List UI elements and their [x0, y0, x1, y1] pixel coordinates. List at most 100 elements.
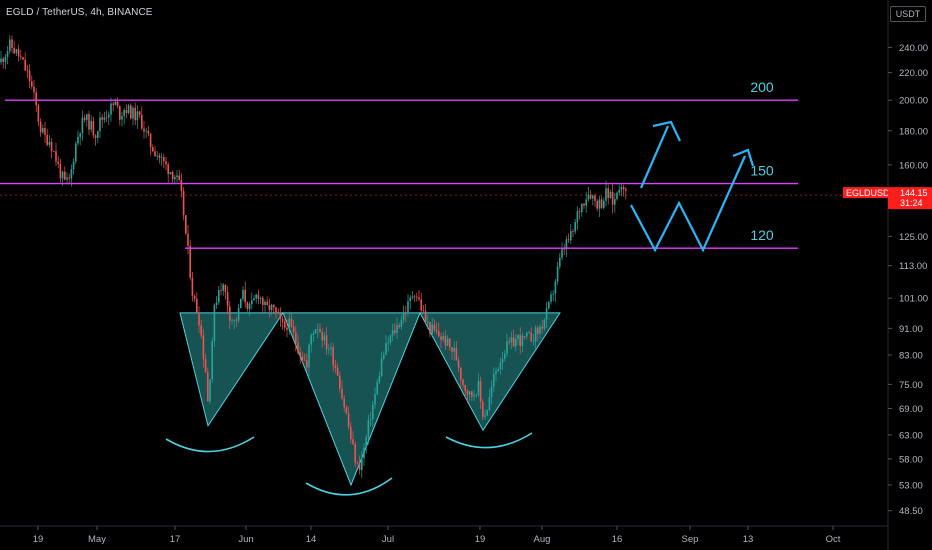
- candle-body: [75, 143, 77, 162]
- candle-body: [449, 338, 451, 348]
- candle-body: [292, 326, 295, 333]
- candle-body: [477, 381, 480, 395]
- candle-body: [264, 301, 266, 305]
- candle-body: [339, 375, 341, 389]
- candle-body: [323, 335, 326, 341]
- candle-body: [592, 195, 594, 199]
- candle-body: [64, 171, 66, 180]
- symbol-title[interactable]: EGLD / TetherUS, 4h, BINANCE: [6, 7, 153, 18]
- candle-body: [484, 415, 486, 417]
- candle-body: [457, 360, 460, 368]
- candle-body: [101, 117, 103, 120]
- candle-body: [204, 359, 207, 373]
- candle-body: [526, 332, 528, 337]
- candle-body: [442, 335, 444, 340]
- candle-body: [193, 295, 196, 299]
- candle-body: [59, 163, 62, 179]
- candle-body: [187, 233, 189, 246]
- y-tick-label: 200.00: [899, 96, 928, 107]
- candle-body: [501, 358, 504, 363]
- candle-body: [512, 337, 515, 347]
- candle-body: [506, 341, 508, 354]
- candle-body: [330, 347, 332, 349]
- candle-body: [622, 187, 625, 190]
- candle-body: [378, 376, 381, 383]
- candle-body: [493, 373, 495, 387]
- candle-body: [537, 327, 539, 334]
- candle-body: [517, 335, 519, 339]
- x-tick-label: May: [88, 534, 106, 545]
- candle-body: [288, 318, 290, 330]
- candle-body: [218, 290, 220, 303]
- projection-arrowhead-up: [652, 120, 681, 142]
- candle-body: [255, 294, 257, 299]
- x-tick-label: Jul: [382, 534, 394, 545]
- candle-body: [385, 343, 387, 355]
- candle-body: [427, 321, 429, 323]
- candle-body: [286, 327, 288, 330]
- candle-body: [77, 136, 79, 144]
- x-tick-label: 19: [33, 534, 44, 545]
- candle-body: [68, 177, 70, 179]
- x-tick-label: Jun: [238, 534, 253, 545]
- candle-body: [473, 395, 475, 397]
- candle-body: [321, 332, 323, 341]
- candle-body: [303, 359, 306, 361]
- candle-body: [598, 199, 601, 209]
- candle-body: [53, 151, 55, 152]
- candle-body: [125, 109, 128, 114]
- candle-body: [123, 109, 125, 117]
- candle-body: [191, 277, 194, 296]
- candle-body: [548, 301, 550, 309]
- candle-body: [295, 332, 297, 343]
- candle-body: [545, 308, 548, 320]
- candle-body: [475, 394, 477, 396]
- candle-body: [589, 194, 592, 199]
- candle-body: [405, 312, 407, 314]
- candle-body: [345, 407, 348, 414]
- projection-zigzag: [630, 155, 747, 253]
- x-tick-label: 16: [612, 534, 623, 545]
- candle-body: [110, 103, 112, 115]
- y-tick-label: 75.00: [899, 380, 923, 391]
- candle-body: [147, 130, 150, 134]
- candle-body: [515, 338, 517, 347]
- x-tick-label: Oct: [826, 534, 841, 545]
- price-tag-symbol: EGLDUSDT: [846, 188, 896, 198]
- candle-body: [114, 101, 117, 105]
- candle-body: [471, 391, 473, 397]
- candle-body: [530, 332, 532, 342]
- y-tick-label: 63.00: [899, 430, 923, 441]
- candle-body: [618, 189, 620, 193]
- currency-box[interactable]: USDT: [890, 6, 926, 22]
- candle-body: [72, 161, 75, 170]
- candle-body: [275, 307, 277, 313]
- projection-arrowhead-zigzag: [732, 148, 755, 167]
- candle-body: [99, 117, 101, 132]
- candle-body: [284, 321, 286, 328]
- candle-body: [189, 245, 191, 278]
- candle-body: [266, 301, 268, 306]
- y-tick-label: 125.00: [899, 232, 928, 243]
- x-tick-label: 14: [306, 534, 317, 545]
- candle-body: [464, 384, 466, 391]
- candle-body: [229, 306, 231, 321]
- candle-body: [605, 188, 607, 201]
- left-shoulder-triangle: [179, 312, 284, 428]
- candle-body: [290, 318, 293, 327]
- level-label-150: 150: [750, 163, 774, 179]
- candle-body: [156, 155, 158, 157]
- candle-body: [460, 367, 462, 380]
- candle-body: [550, 294, 552, 302]
- candle-body: [31, 81, 33, 87]
- candle-body: [103, 117, 106, 120]
- candle-body: [416, 296, 418, 298]
- y-tick-label: 53.00: [899, 480, 923, 491]
- left-shoulder-arc: [165, 436, 255, 453]
- candle-body: [438, 331, 440, 337]
- candle-body: [132, 107, 134, 119]
- candle-body: [380, 358, 383, 377]
- candle-body: [409, 297, 411, 302]
- candle-body: [532, 341, 535, 343]
